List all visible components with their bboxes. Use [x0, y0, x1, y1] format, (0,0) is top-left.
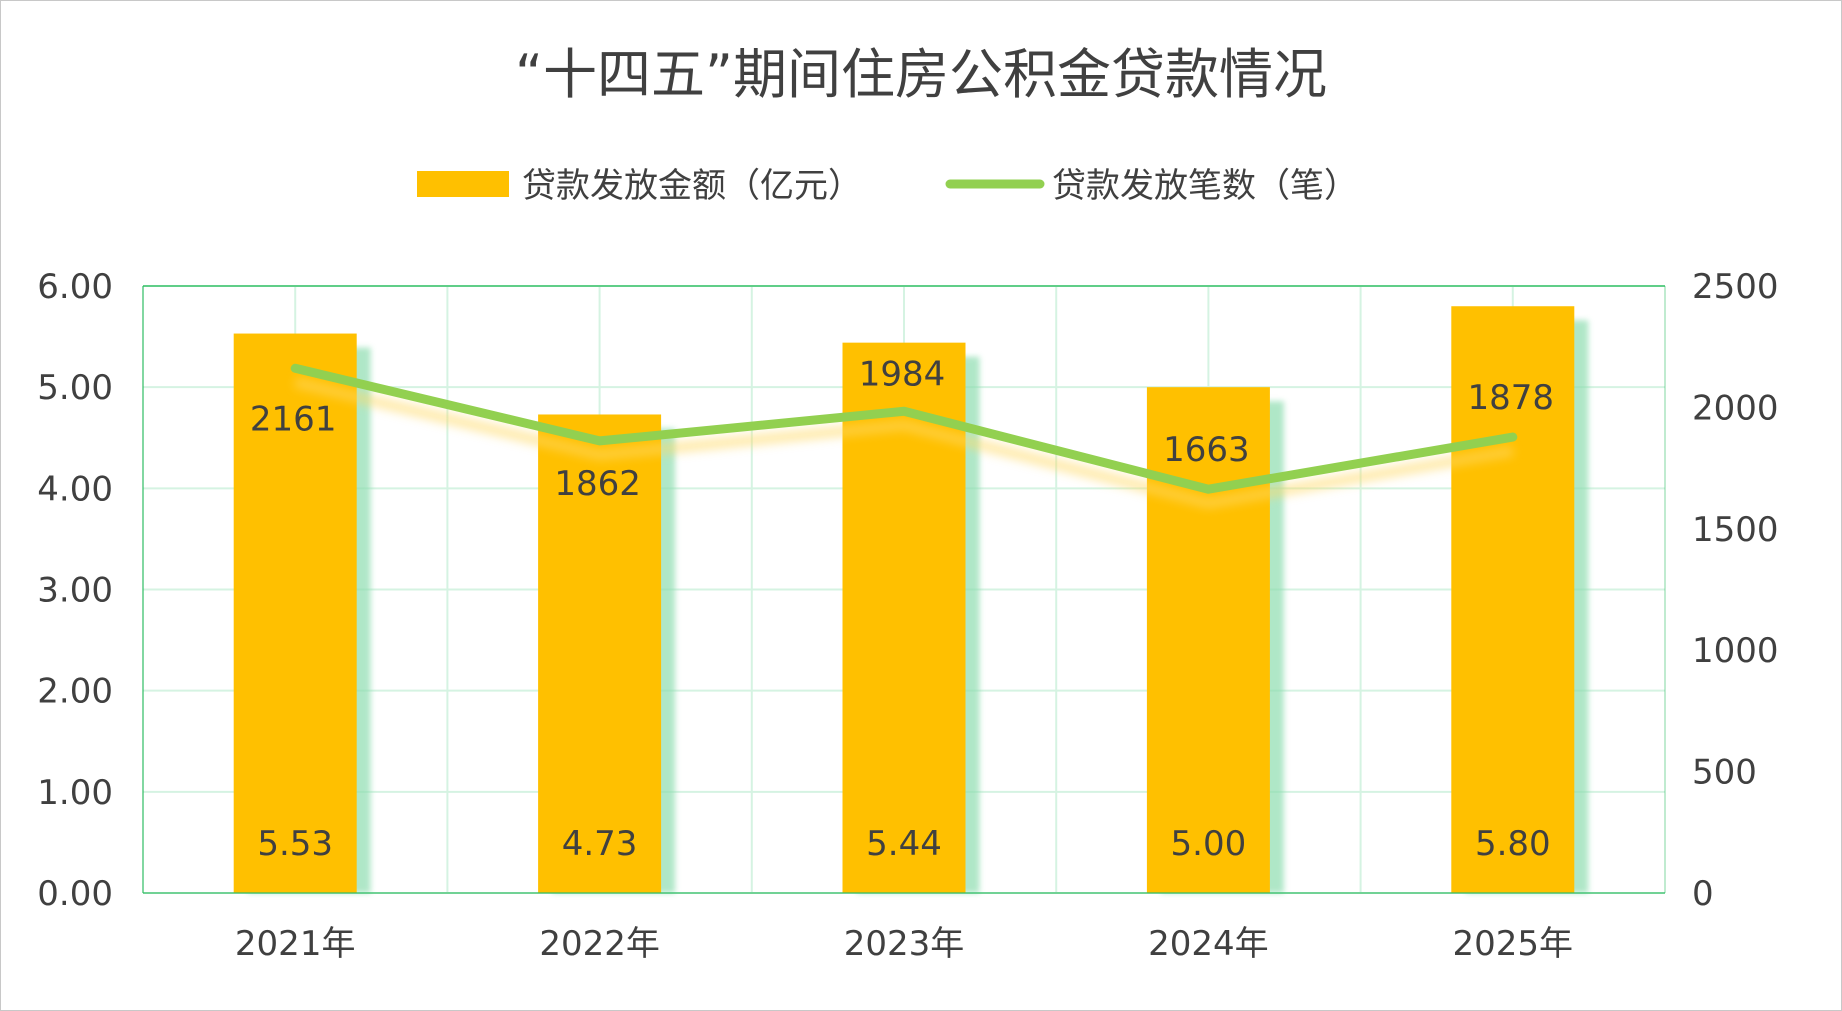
bar-value-label: 5.53: [257, 824, 333, 864]
line-value-label: 1984: [859, 354, 946, 394]
legend: 贷款发放金额（亿元） 贷款发放笔数（笔）: [417, 166, 1358, 206]
line-value-label: 1663: [1163, 430, 1250, 470]
bar-value-label: 5.44: [866, 824, 942, 864]
line-value-label: 2161: [250, 399, 337, 439]
y-left-tick-label: 0.00: [37, 874, 113, 914]
y-right-tick-label: 2500: [1692, 267, 1779, 307]
y-left-tick-label: 4.00: [37, 469, 113, 509]
legend-label-count: 贷款发放笔数（笔）: [1052, 166, 1358, 206]
y-right-tick-label: 2000: [1692, 388, 1779, 428]
bar-amount: [1451, 306, 1575, 893]
x-tick-label: 2021年: [235, 924, 356, 964]
y-right-tick-label: 500: [1692, 753, 1757, 793]
bar-amount: [538, 414, 662, 893]
bar-value-label: 5.00: [1171, 824, 1247, 864]
y-left-tick-label: 5.00: [37, 368, 113, 408]
bar-value-label: 5.80: [1475, 824, 1551, 864]
legend-label-amount: 贷款发放金额（亿元）: [522, 166, 862, 206]
legend-swatch-bar: [417, 171, 509, 197]
y-left-tick-label: 6.00: [37, 267, 113, 307]
line-value-label: 1878: [1468, 378, 1555, 418]
y-left-tick-label: 1.00: [37, 773, 113, 813]
y-right-tick-label: 1000: [1692, 631, 1779, 671]
line-glow: [294, 377, 1514, 509]
x-tick-label: 2022年: [539, 924, 660, 964]
chart-title: “十四五”期间住房公积金贷款情况: [515, 43, 1327, 106]
x-tick-label: 2024年: [1148, 924, 1269, 964]
y-right-tick-label: 1500: [1692, 510, 1779, 550]
bar-amount: [233, 333, 357, 893]
y-right-tick-label: 0: [1692, 874, 1714, 914]
line-value-label: 1862: [554, 464, 641, 504]
bar-value-label: 4.73: [562, 824, 638, 864]
y-left-tick-label: 2.00: [37, 672, 113, 712]
y-left-tick-label: 3.00: [37, 571, 113, 611]
x-tick-label: 2025年: [1453, 924, 1574, 964]
bar-amount: [1146, 387, 1270, 893]
x-tick-label: 2023年: [844, 924, 965, 964]
